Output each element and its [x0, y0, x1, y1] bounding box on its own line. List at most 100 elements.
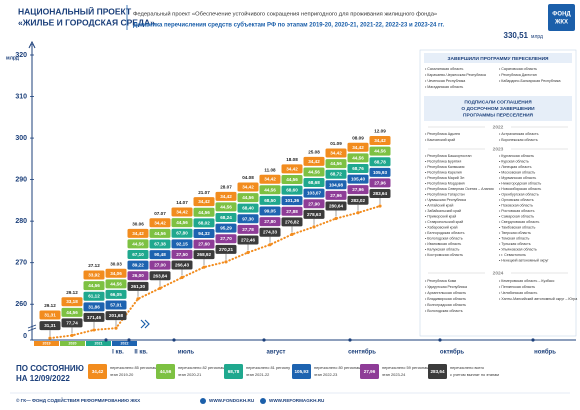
value-box [347, 163, 369, 173]
value-label: 68,24 [220, 215, 232, 220]
value-box [281, 206, 303, 216]
value-label: 278,63 [307, 212, 321, 217]
value-label: 34,42 [330, 151, 342, 156]
region: • Республика Северная Осетия – Алания [425, 187, 494, 191]
value-label: 77,74 [66, 320, 78, 325]
region: • Республика Башкортостан [425, 154, 472, 158]
legend-value: 27,96 [364, 369, 376, 374]
date-label: 28.07 [220, 184, 232, 189]
panel-heading-bg [424, 53, 572, 63]
region: • Магаданская область [425, 85, 463, 89]
value-label: 282,02 [351, 198, 365, 203]
value-label: 27,90 [308, 201, 320, 206]
status: НА 12/09/2022 [16, 374, 70, 383]
panel-heading: ПОДПИСАЛИ СОГЛАШЕНИЯ [464, 99, 532, 105]
value-box [171, 239, 193, 249]
legend-box [292, 364, 311, 379]
date-label: 04.08 [242, 175, 254, 180]
region: • Республика Адыгея [425, 132, 460, 136]
value-box [193, 250, 215, 260]
value-box [281, 217, 303, 227]
value-box [127, 250, 149, 260]
legend-value: 68,78 [228, 369, 240, 374]
total-point [70, 333, 74, 338]
value-box [215, 202, 237, 212]
value-box [325, 190, 347, 200]
value-box [369, 136, 391, 146]
value-label: 44,56 [198, 210, 210, 215]
value-box [39, 321, 61, 331]
value-box [127, 228, 149, 238]
value-box [171, 207, 193, 217]
region: • Республика Татарстан [425, 192, 465, 196]
value-label: 283,64 [373, 191, 387, 196]
month-label: сентябрь [348, 349, 376, 356]
website[interactable]: WWW.FONDGKH.RU [209, 398, 255, 403]
website[interactable]: WWW.REFORMAGKH.RU [269, 398, 325, 403]
value-box [237, 235, 259, 245]
region: • Республика Калмыкия [425, 165, 465, 169]
value-label: 44,56 [88, 283, 100, 288]
legend-note: перечислено 85 регионам [110, 365, 157, 370]
value-box [303, 199, 325, 209]
value-label: 68,76 [352, 166, 364, 171]
value-label: 44,56 [66, 310, 78, 315]
value-box [215, 213, 237, 223]
total-line [49, 205, 381, 340]
value-box [171, 218, 193, 228]
region: • Саратовская область [499, 67, 537, 71]
region: • Челябинская область [499, 291, 537, 295]
value-label: 34,42 [176, 210, 188, 215]
value-label: 101,36 [285, 198, 299, 203]
value-box [281, 174, 303, 184]
region: • Томская область [499, 236, 529, 240]
value-label: 95,29 [220, 226, 232, 231]
value-box [215, 191, 237, 201]
total-point [136, 297, 140, 301]
region: • Владимирская область [425, 297, 466, 301]
total-point [180, 275, 184, 280]
panel-heading: ПРОГРАММЫ ПЕРЕСЕЛЕНИЯ [463, 112, 533, 118]
month-label: ноябрь [534, 349, 556, 356]
value-box [61, 297, 83, 307]
status: ПО СОСТОЯНИЮ [16, 364, 84, 373]
value-box [83, 302, 105, 312]
value-label: 34,42 [352, 145, 364, 150]
region: • Ханты-Мансийский автономный округ – Юг… [499, 297, 577, 301]
value-label: 44,56 [264, 187, 276, 192]
value-label: 31,31 [44, 313, 56, 318]
region: • г. Севастополь [499, 253, 526, 257]
value-box [83, 270, 105, 280]
date-label: 08.09 [352, 135, 364, 140]
legend-box [428, 364, 447, 379]
region: • Тульская область [499, 242, 531, 246]
region: • Новосибирская область [499, 187, 541, 191]
value-box [325, 180, 347, 190]
region: • Курская область [499, 159, 529, 163]
value-box [237, 182, 259, 192]
value-box [127, 260, 149, 270]
year-label: 2023 [493, 146, 504, 152]
value-box [325, 201, 347, 211]
region: • Липецкая область [499, 165, 532, 169]
region: • Приморский край [425, 214, 456, 218]
value-box [193, 197, 215, 207]
value-label: 103,07 [307, 191, 321, 196]
total-point [48, 336, 52, 340]
value-box [347, 153, 369, 163]
value-label: 68,02 [198, 220, 210, 225]
value-box [281, 185, 303, 195]
legend-box [88, 364, 107, 379]
value-box [215, 223, 237, 233]
value-box [237, 214, 259, 224]
value-box [127, 271, 149, 281]
value-box [369, 189, 391, 199]
region: • Чеченская Республика [425, 79, 465, 83]
region: • Вологодская область [425, 236, 463, 240]
period-label: 2019 [43, 342, 51, 346]
value-label: 33,92 [88, 273, 100, 278]
value-label: 171,46 [87, 315, 101, 320]
value-box [105, 279, 127, 289]
year-label: 2022 [493, 124, 504, 130]
value-label: 94,32 [198, 231, 210, 236]
